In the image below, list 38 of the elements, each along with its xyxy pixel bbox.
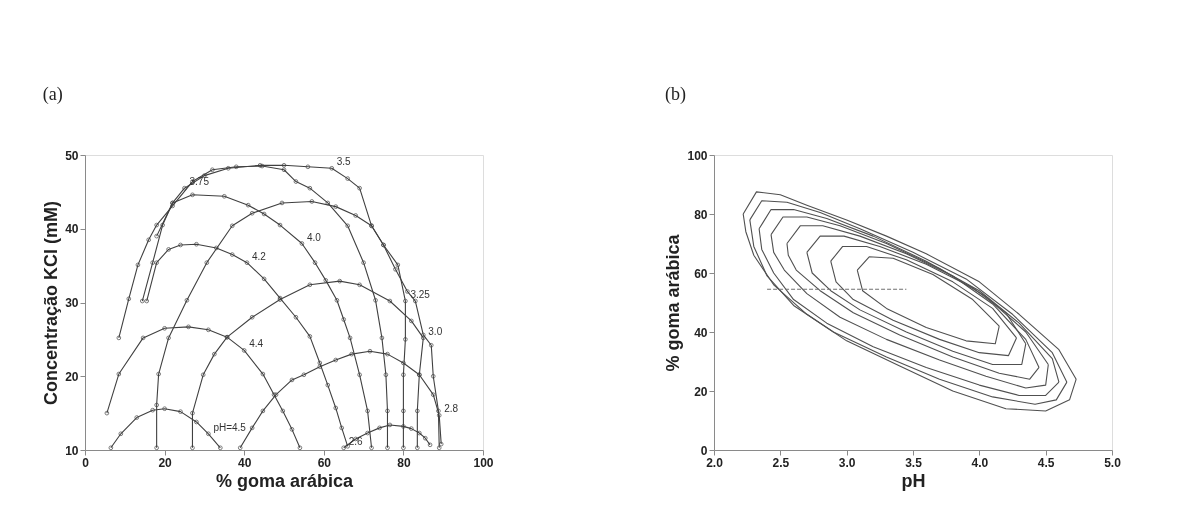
y-axis-title: Concentração KCl (mM): [41, 200, 62, 406]
y-tick-label: 40: [694, 325, 708, 340]
chart-title: (b): [664, 84, 686, 105]
x-tick-label: 100: [473, 455, 494, 470]
annotation: 3.25: [410, 289, 431, 301]
annotation: 4.2: [251, 250, 267, 262]
y-tick-label: 20: [65, 369, 79, 384]
annotation: 4.0: [306, 231, 322, 243]
x-tick-label: 60: [317, 455, 332, 470]
y-tick-label: 20: [694, 384, 708, 399]
y-tick-label: 60: [694, 266, 708, 281]
x-axis-title: % goma arábica: [215, 470, 355, 491]
y-tick-label: 80: [694, 207, 708, 222]
x-tick-label: 4.5: [1037, 455, 1055, 470]
y-axis-title: % goma arábica: [663, 233, 684, 372]
y-tick-label: 30: [65, 296, 79, 310]
annotation: 3.5: [336, 156, 352, 168]
x-tick-label: 40: [238, 455, 252, 470]
y-tick-label: 40: [65, 222, 79, 237]
y-tick-label: 100: [687, 148, 708, 163]
chart-title: (a): [42, 84, 63, 105]
x-axis-title: pH: [901, 470, 926, 491]
y-tick-label: 10: [65, 443, 79, 458]
x-tick-label: 3.5: [905, 455, 923, 470]
annotation: pH=4.5: [213, 421, 247, 433]
x-tick-label: 2.5: [772, 455, 790, 470]
x-tick-label: 5.0: [1104, 455, 1122, 470]
x-tick-label: 2.0: [706, 455, 724, 470]
x-tick-label: 3.0: [838, 455, 856, 470]
x-tick-label: 20: [158, 455, 173, 470]
y-tick-label: 0: [700, 443, 708, 458]
x-tick-label: 4.0: [971, 455, 989, 470]
x-tick-label: 0: [82, 455, 90, 470]
annotation: 2.8: [444, 403, 459, 415]
annotation: 4.4: [249, 338, 264, 350]
annotation: 3.0: [428, 325, 443, 337]
x-tick-label: 80: [397, 455, 411, 470]
y-tick-label: 50: [65, 148, 79, 163]
